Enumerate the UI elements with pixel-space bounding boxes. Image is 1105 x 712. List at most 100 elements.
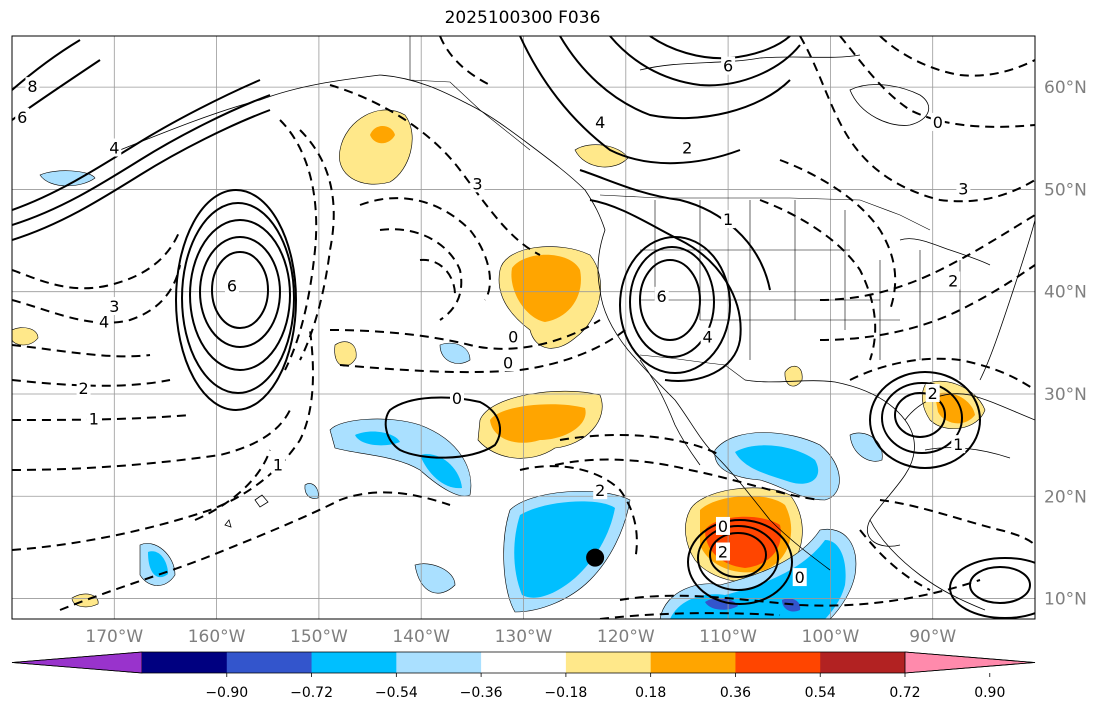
solid-contour — [869, 371, 981, 469]
dashed-contour — [554, 458, 821, 501]
dashed-contour — [759, 199, 877, 361]
contour-label-background — [721, 56, 736, 75]
solid-contour — [175, 189, 297, 411]
longitude-label: 100°W — [802, 627, 860, 647]
dashed-contour — [329, 319, 601, 350]
contour-value-label: 1 — [723, 210, 733, 229]
dashed-contour — [12, 409, 291, 471]
us-canada-border — [599, 194, 931, 231]
colorbar-tick-label: −0.72 — [290, 685, 333, 701]
dashed-contour — [359, 197, 491, 301]
longitude-label: 130°W — [495, 627, 553, 647]
solid-contour — [12, 109, 271, 241]
colorbar-tick-label: −0.36 — [460, 685, 503, 701]
negative-anomaly-core — [148, 551, 168, 578]
dashed-contour — [379, 228, 463, 321]
positive-anomaly-core — [370, 125, 395, 144]
contour-label-background — [224, 276, 239, 295]
colorbar-tick-label: −0.90 — [205, 685, 248, 701]
contour-value-label: 3 — [472, 174, 482, 193]
negative-anomaly-core — [735, 445, 819, 484]
dashed-contour — [519, 465, 638, 561]
longitude-label: 150°W — [290, 627, 348, 647]
dashed-contour — [12, 414, 191, 421]
colorbar-segment — [735, 652, 821, 673]
contour-value-label: 0 — [933, 113, 943, 132]
contour-label-background — [97, 312, 112, 331]
contour-value-label: 2 — [682, 139, 692, 158]
map-title: 2025100300 F036 — [444, 8, 601, 28]
contour-value-label: 0 — [795, 568, 805, 587]
location-marker — [586, 548, 605, 567]
contour-label-background — [470, 174, 485, 193]
colorbar-tick-label: 0.18 — [635, 685, 666, 701]
contour-value-label: 2 — [928, 384, 938, 403]
great-lakes — [899, 238, 991, 266]
colorbar-segment — [226, 652, 313, 673]
solid-contour — [12, 94, 271, 226]
plot-frame — [11, 35, 1036, 620]
contour-label-background — [501, 353, 516, 372]
colorbar-tick-label: 0.72 — [889, 685, 920, 701]
colorbar-tick-label: 0.36 — [720, 685, 751, 701]
alaska-coastline — [119, 74, 606, 231]
dashed-contour — [839, 36, 1035, 128]
contour-label-background — [86, 409, 101, 428]
contour-value-label: 4 — [99, 312, 109, 331]
contour-value-label: 2 — [718, 543, 728, 562]
gulf-of-mexico-coast — [744, 379, 915, 547]
solid-contour — [12, 79, 261, 211]
contour-label-background — [593, 481, 608, 500]
dashed-contour — [819, 214, 1035, 301]
contour-value-label: 2 — [948, 271, 958, 290]
dashed-contour — [619, 579, 981, 607]
solid-contour — [12, 39, 81, 91]
solid-contour — [589, 199, 742, 382]
colorbar-segment — [481, 652, 567, 673]
longitude-label: 120°W — [597, 627, 655, 647]
solid-contour — [609, 36, 801, 87]
map-grid — [12, 36, 1035, 619]
contour-value-label: 0 — [452, 389, 462, 408]
dashed-contour — [194, 449, 271, 521]
negative-anomaly-region — [414, 563, 456, 594]
contour-value-label: 6 — [227, 277, 237, 296]
dashed-contour — [599, 612, 781, 619]
colorbar-tick-label: −0.54 — [375, 685, 418, 701]
solid-contour — [384, 396, 501, 459]
latitude-label: 40°N — [1044, 283, 1087, 303]
contour-value-label: 1 — [89, 410, 99, 429]
negative-anomaly-core — [420, 454, 462, 489]
dashed-contour — [859, 529, 931, 591]
solid-contour — [894, 392, 946, 438]
contour-value-label: 6 — [17, 108, 27, 127]
solid-contour — [969, 566, 1031, 604]
contour-value-label: 0 — [503, 353, 513, 372]
solid-contour — [639, 259, 701, 341]
contour-label-background — [680, 138, 695, 157]
dashed-contour — [12, 329, 314, 551]
contour-label-background — [270, 455, 285, 474]
baja-peninsula — [639, 359, 701, 466]
negative-anomaly-region — [304, 483, 319, 499]
contour-label-background — [956, 179, 971, 198]
contour-label-background — [654, 286, 669, 305]
solid-contour — [189, 219, 291, 371]
contour-label-background — [925, 383, 940, 402]
colorbar-extend-high — [904, 651, 1036, 674]
contour-value-label: 6 — [723, 57, 733, 76]
contour-value-label: 0 — [508, 328, 518, 347]
colorbar-tick-label: 0.90 — [974, 685, 1005, 701]
latitude-label: 50°N — [1044, 180, 1087, 200]
contour-value-label: 3 — [109, 297, 119, 316]
cuba — [924, 447, 1011, 459]
solid-contour — [211, 251, 269, 329]
latitude-label: 60°N — [1044, 78, 1087, 98]
contour-label-background — [593, 112, 608, 131]
longitude-label: 160°W — [188, 627, 246, 647]
negative-anomaly-region — [39, 170, 96, 187]
contour-label-background — [930, 112, 945, 131]
solid-contour — [709, 532, 767, 578]
dashed-contour — [12, 264, 181, 324]
